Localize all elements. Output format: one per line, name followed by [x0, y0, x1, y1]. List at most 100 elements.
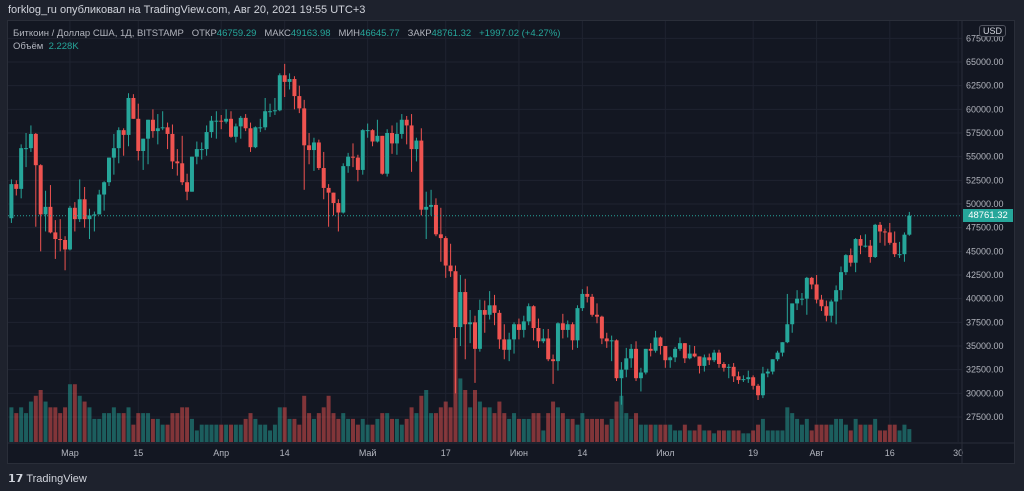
volume-bar [873, 418, 878, 442]
volume-bar [24, 413, 29, 442]
chart-panel[interactable] [7, 20, 1015, 464]
candle-body [712, 352, 717, 361]
tradingview-brand[interactable]: 𝟭𝟳 TradingView [8, 472, 87, 486]
candle-body [229, 118, 233, 137]
symbol-description[interactable]: Биткоин / Доллар США, 1Д, BITSTAMP [13, 28, 184, 39]
candle-body [321, 168, 326, 188]
candle-body [102, 182, 107, 195]
volume-bar [482, 407, 487, 442]
candle-body [526, 306, 531, 322]
tradingview-logo-icon: 𝟭𝟳 [8, 473, 24, 485]
candle-body [419, 140, 424, 210]
volume-bar [902, 424, 907, 442]
volume-bar [43, 401, 48, 442]
open-value: 46759.29 [216, 28, 257, 39]
candle-body [814, 284, 819, 300]
volume-bar [433, 413, 438, 442]
volume-bar [790, 413, 795, 442]
volume-bar [53, 407, 58, 442]
volume-bar [492, 413, 497, 442]
volume-bar [33, 395, 38, 442]
low-label: МИН [338, 28, 361, 39]
candle-body [9, 184, 14, 219]
candle-body [707, 357, 712, 361]
candle-body [785, 324, 790, 343]
volume-bar [287, 418, 292, 442]
candle-body [604, 338, 609, 342]
volume-bar [67, 384, 72, 442]
volume-bar [351, 418, 355, 442]
candle-body [546, 338, 551, 360]
candle-body [404, 119, 409, 126]
volume-bar [404, 418, 409, 442]
volume-bar [150, 418, 155, 442]
time-axis-label: 14 [577, 448, 587, 458]
candle-body [609, 340, 614, 342]
candle-body [302, 108, 307, 146]
price-axis-label: 40000.00 [966, 294, 1004, 304]
candle-body [253, 127, 258, 148]
candle-body [878, 224, 883, 232]
candle-body [155, 128, 160, 132]
candle-body [736, 376, 741, 381]
volume-bar [795, 418, 800, 442]
candle-body [541, 338, 546, 342]
volume-bar [487, 407, 492, 442]
volume-bar [897, 430, 902, 442]
volume-bar [209, 424, 214, 442]
candle-body [111, 148, 116, 158]
volume-bar [409, 407, 414, 442]
currency-badge[interactable]: USD [979, 25, 1007, 37]
volume-bar [321, 407, 326, 442]
candle-body [121, 130, 126, 135]
candle-body [790, 303, 795, 325]
volume-bar [419, 395, 424, 442]
candle-body [643, 348, 648, 373]
time-axis-label: Июн [510, 448, 528, 458]
volume-bar [560, 413, 565, 442]
volume-bar [141, 413, 146, 442]
volume-bar [814, 424, 819, 442]
candle-body [726, 366, 731, 368]
candle-body [365, 130, 370, 132]
volume-bar [551, 401, 556, 442]
volume-bar [385, 413, 390, 442]
volume-bar [97, 418, 102, 442]
candle-body [268, 111, 273, 113]
candle-body [141, 138, 146, 151]
price-axis-label: 35000.00 [966, 341, 1004, 351]
volume-bar [341, 413, 346, 442]
candle-body [97, 194, 102, 215]
chart-legend: Биткоин / Доллар США, 1Д, BITSTAMP ОТКР4… [13, 27, 560, 53]
volume-bar [126, 407, 131, 442]
volume-bar [180, 407, 185, 442]
volume-bar [585, 418, 590, 442]
volume-bar [370, 424, 375, 442]
volume-bar [717, 430, 721, 442]
candle-body [882, 231, 887, 233]
volume-bar [677, 430, 682, 442]
candle-body [160, 127, 165, 129]
candle-body [658, 337, 663, 347]
volume-bar [214, 424, 219, 442]
volume-bar [448, 407, 453, 442]
candle-body [82, 199, 87, 220]
volume-bar [575, 424, 580, 442]
candle-body [507, 339, 512, 350]
volume-bar [497, 401, 502, 442]
volume-bar [555, 407, 560, 442]
volume-bar [775, 430, 780, 442]
volume-bar [326, 395, 331, 442]
volume-bar [272, 424, 277, 442]
candle-body [219, 120, 224, 122]
candle-body [453, 271, 458, 328]
candle-body [682, 343, 687, 359]
volume-bar [726, 430, 731, 442]
candle-body [687, 353, 692, 359]
volume-bar [507, 418, 512, 442]
candle-body [326, 187, 331, 193]
volume-bar [892, 424, 897, 442]
volume-bar [756, 424, 761, 442]
volume-label: Объём [13, 41, 44, 52]
